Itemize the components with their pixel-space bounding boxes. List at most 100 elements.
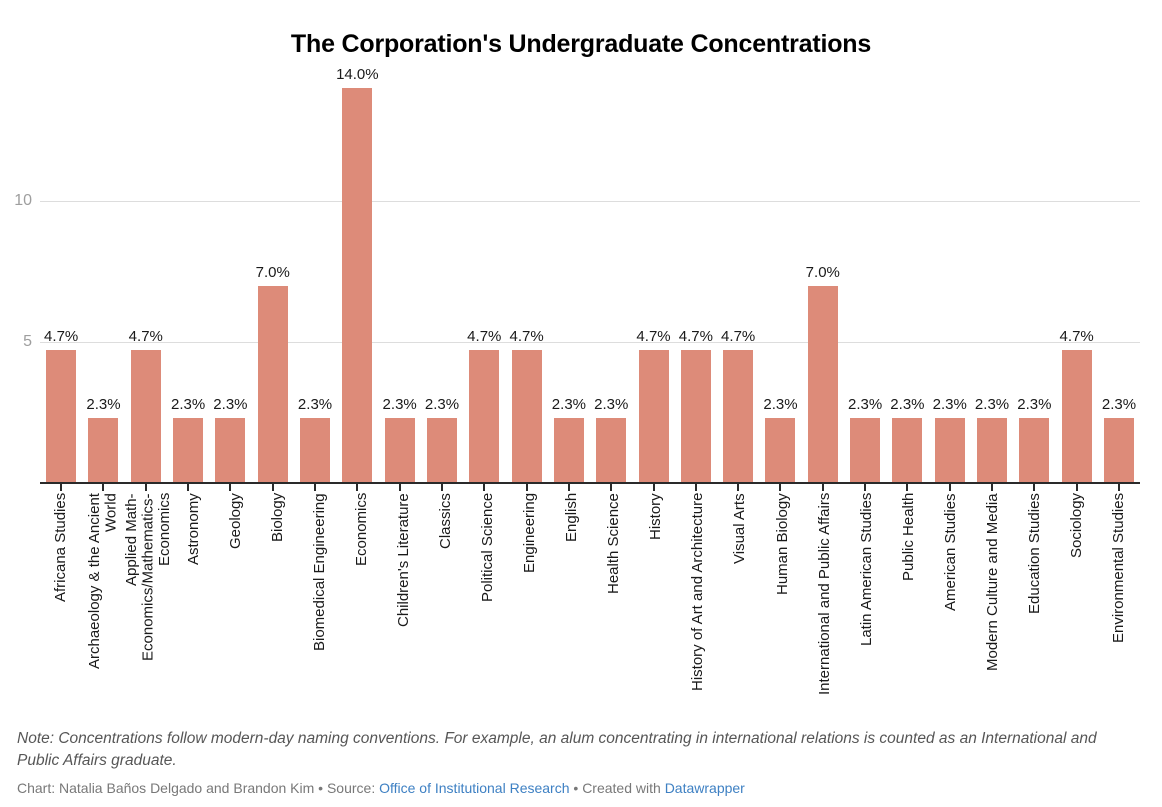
bar-value-label: 2.3%	[1017, 396, 1052, 413]
bar[interactable]: 2.3%	[975, 396, 1009, 483]
bar-value-label: 2.3%	[890, 396, 925, 413]
x-label-cell: History of Art and Architecture	[678, 493, 720, 705]
x-label-cell: Human Biology	[762, 493, 804, 705]
tick-slot	[505, 484, 547, 491]
x-label: History of Art and Architecture	[689, 493, 707, 692]
bar-value-label: 4.7%	[636, 328, 671, 345]
x-label-cell: Visual Arts	[720, 493, 762, 705]
bar[interactable]: 2.3%	[890, 396, 925, 483]
bar[interactable]: 2.3%	[552, 396, 586, 483]
bar-value-label: 7.0%	[255, 264, 290, 281]
bar[interactable]: 2.3%	[383, 396, 417, 483]
bar-value-label: 4.7%	[128, 328, 163, 345]
bar-slot: 4.7%	[505, 328, 547, 483]
x-label: Health Science	[605, 493, 623, 594]
bar[interactable]: 14.0%	[336, 66, 379, 483]
x-label-cell: Sociology	[1056, 493, 1098, 705]
tick-mark	[1117, 484, 1120, 491]
x-label-cell: Latin American Studies	[846, 493, 888, 705]
chart-title: The Corporation's Undergraduate Concentr…	[290, 29, 872, 58]
tick-slot	[1013, 484, 1055, 491]
bar[interactable]: 4.7%	[636, 328, 671, 483]
bar[interactable]: 2.3%	[213, 396, 248, 483]
bar[interactable]: 2.3%	[298, 396, 332, 483]
tick-mark	[271, 484, 274, 491]
bar-value-label: 2.3%	[170, 396, 206, 413]
bar-slot: 2.3%	[844, 396, 886, 483]
tick-mark	[356, 484, 359, 491]
bar[interactable]: 4.7%	[129, 328, 163, 483]
bar[interactable]: 2.3%	[425, 396, 459, 483]
x-label: Sociology	[1067, 493, 1085, 559]
bar-slot: 4.7%	[675, 328, 717, 483]
chart-credit-text: Chart: Natalia Baños Delgado and Brandon…	[17, 780, 380, 796]
gridline	[40, 342, 1140, 343]
source-link[interactable]: Office of Institutional Research	[379, 780, 570, 796]
bars-layer: 4.7% 2.3% 4.7% 2.3% 2.3% 7.0% 2.3% 14.0% 2.3% 2.3…	[40, 53, 1140, 483]
bar-slot: 2.3%	[421, 396, 463, 483]
tick-slot	[379, 484, 421, 491]
bar-value-label: 2.3%	[763, 396, 798, 413]
x-label-cell: History	[636, 493, 678, 705]
bar[interactable]: 7.0%	[256, 264, 290, 483]
x-axis-labels: Africana Studies Archaeology & the Ancien…	[40, 493, 1140, 705]
bar-slot: 4.7%	[632, 328, 674, 483]
bar[interactable]: 4.7%	[721, 328, 755, 483]
bar-slot: 2.3%	[379, 396, 421, 483]
x-label-cell: Children's Literature	[384, 493, 426, 705]
tick-slot	[717, 484, 759, 491]
tick-mark	[60, 484, 63, 491]
bar[interactable]: 2.3%	[933, 396, 967, 483]
bar[interactable]: 4.7%	[467, 328, 501, 483]
tick-slot	[632, 484, 674, 491]
tick-slot	[590, 484, 632, 491]
x-label-cell: Astronomy	[174, 493, 216, 705]
x-label: Environmental Studies	[1109, 493, 1127, 644]
tick-mark	[906, 484, 909, 491]
bar[interactable]: 4.7%	[1060, 328, 1094, 483]
bar-slot: 2.3%	[886, 396, 928, 483]
x-label-cell: Classics	[426, 493, 468, 705]
bar[interactable]: 4.7%	[679, 328, 713, 483]
bar[interactable]: 4.7%	[509, 328, 544, 483]
bar-slot: 2.3%	[971, 396, 1013, 483]
tick-mark	[229, 484, 232, 491]
bar[interactable]: 4.7%	[44, 328, 78, 483]
bar[interactable]: 2.3%	[848, 396, 882, 483]
bar-slot: 4.7%	[463, 328, 505, 483]
bar[interactable]: 2.3%	[86, 396, 121, 483]
bar[interactable]: 2.3%	[1017, 396, 1051, 483]
tick-mark	[440, 484, 443, 491]
x-label-cell: International and Public Affairs	[804, 493, 846, 705]
bar-slot: 4.7%	[40, 328, 82, 483]
bar-slot: 2.3%	[929, 396, 971, 483]
x-label: History	[647, 493, 665, 540]
bar[interactable]: 2.3%	[171, 396, 205, 483]
x-label-cell: Geology	[216, 493, 258, 705]
bar-slot: 2.3%	[209, 396, 251, 483]
bar-value-label: 2.3%	[213, 396, 248, 413]
datawrapper-link[interactable]: Datawrapper	[664, 780, 745, 796]
x-label-cell: American Studies	[930, 493, 972, 705]
bar-slot: 4.7%	[717, 328, 759, 483]
bar-value-label: 2.3%	[297, 396, 333, 413]
bar[interactable]: 2.3%	[594, 396, 628, 483]
bar-slot: 2.3%	[548, 396, 590, 483]
y-tick-label: 5	[23, 333, 32, 350]
bar[interactable]: 2.3%	[1102, 396, 1136, 483]
x-label-cell: Biomedical Engineering	[300, 493, 342, 705]
bar-slot: 2.3%	[167, 396, 209, 483]
bar[interactable]: 2.3%	[763, 396, 798, 483]
bar-value-label: 4.7%	[467, 328, 502, 345]
bar-slot: 2.3%	[759, 396, 801, 483]
tick-slot	[844, 484, 886, 491]
x-axis-ticks	[40, 484, 1140, 491]
tick-mark	[567, 484, 570, 491]
tick-slot	[421, 484, 463, 491]
bar-value-label: 4.7%	[721, 328, 756, 345]
tick-mark	[948, 484, 951, 491]
bar[interactable]: 7.0%	[806, 264, 840, 483]
x-label: English	[563, 493, 581, 543]
x-label-cell: English	[552, 493, 594, 705]
y-tick-label: 10	[14, 192, 32, 209]
